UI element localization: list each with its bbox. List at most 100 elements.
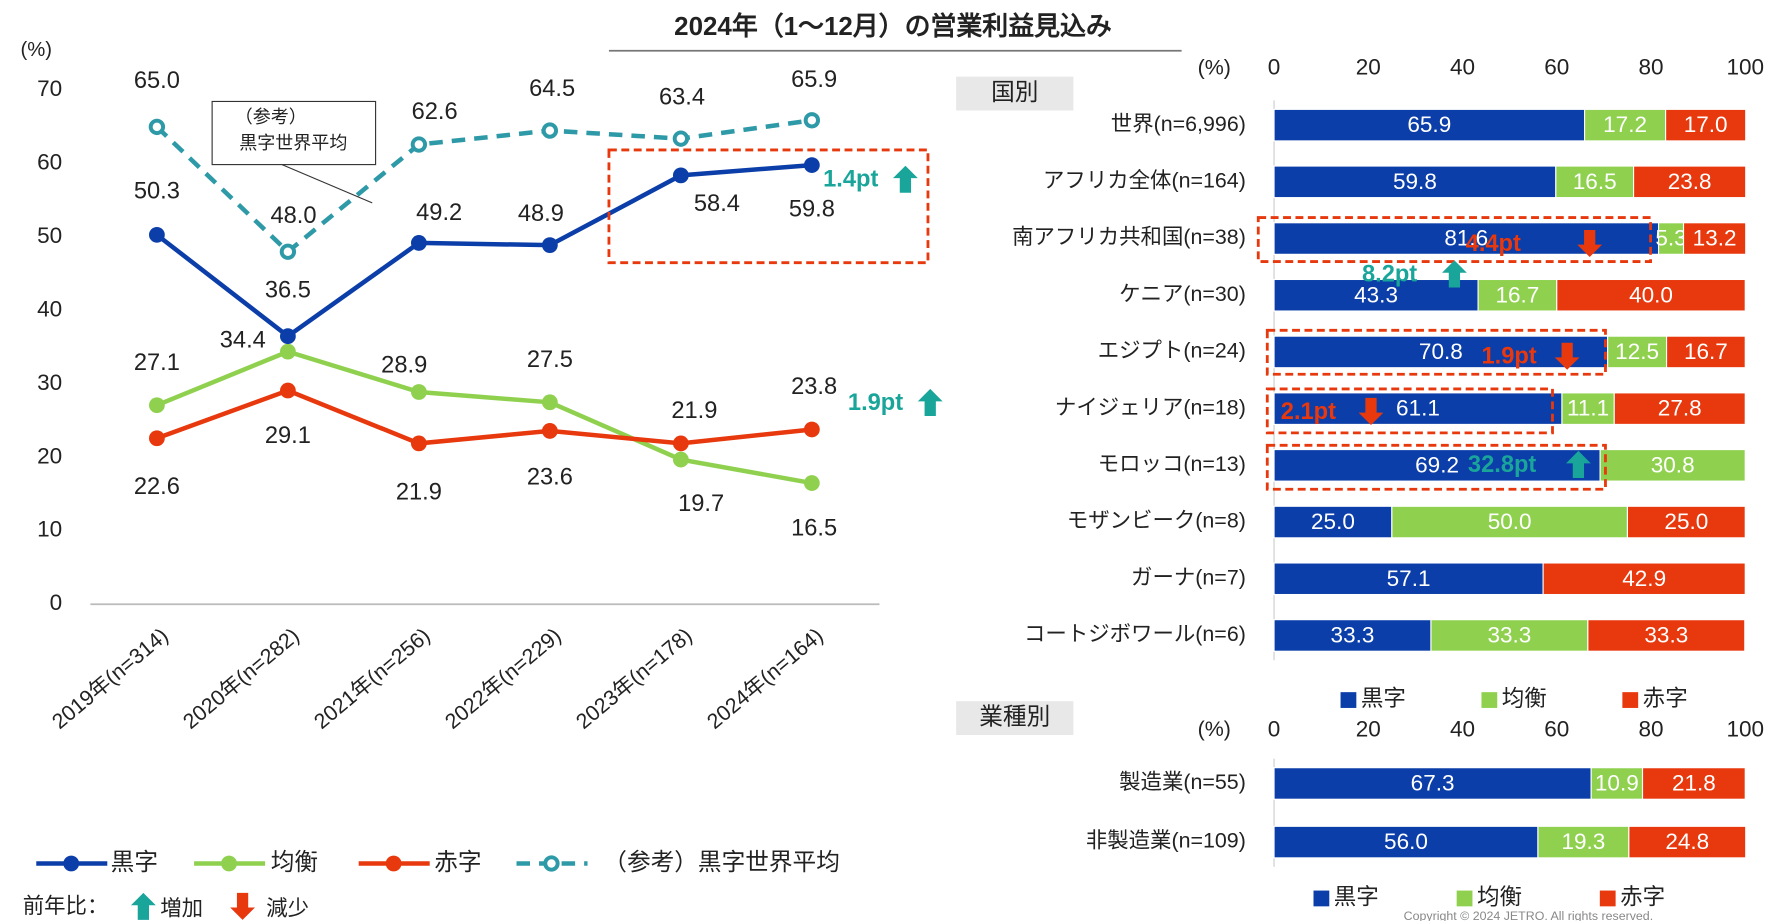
data-label: 27.5 xyxy=(527,347,573,373)
bar-segment xyxy=(1587,619,1746,652)
bar-segment xyxy=(1641,767,1746,800)
data-point xyxy=(672,167,689,184)
legend-label: 均衡 xyxy=(1477,884,1522,909)
bar-segment xyxy=(1626,505,1746,539)
section-label: 業種別 xyxy=(979,703,1050,730)
category-label: ケニア(n=30) xyxy=(1119,282,1246,306)
data-point xyxy=(410,384,427,400)
legend-label: 黒字 xyxy=(1334,884,1379,909)
highlight-box xyxy=(1265,328,1607,376)
x-tick-label: 2024年(n=164) xyxy=(702,623,827,734)
data-point xyxy=(541,423,558,439)
data-label: 33.3 xyxy=(1331,623,1375,648)
bar-segment xyxy=(1391,505,1629,539)
trend-arrow xyxy=(1566,450,1591,478)
trend-legend-label: 前年比： xyxy=(23,894,109,918)
highlight-box xyxy=(1265,443,1607,491)
y-tick-label: 20 xyxy=(37,443,62,468)
trend-legend-down: 減少 xyxy=(266,896,309,920)
data-point xyxy=(410,136,428,153)
data-label: 21.9 xyxy=(396,479,442,505)
data-label: 49.2 xyxy=(416,200,462,226)
bar-segment xyxy=(1657,222,1685,255)
category-label: 南アフリカ共和国(n=38) xyxy=(1012,225,1246,249)
bar-segment xyxy=(1556,278,1746,312)
data-label: 16.5 xyxy=(1573,169,1617,194)
data-label: 23.6 xyxy=(527,465,573,491)
data-label: 25.0 xyxy=(1311,509,1355,534)
highlight-box xyxy=(1265,387,1554,435)
data-label: 10.9 xyxy=(1595,771,1639,796)
y-tick-label: 30 xyxy=(37,370,62,395)
data-point xyxy=(149,226,165,243)
bar-segment xyxy=(1590,767,1644,800)
data-label: 67.3 xyxy=(1411,771,1455,796)
category-label: 非製造業(n=109) xyxy=(1086,829,1246,853)
x-tick-label: 0 xyxy=(1268,55,1281,80)
data-point xyxy=(541,394,558,411)
highlight-box xyxy=(607,148,930,265)
bar-segment xyxy=(1273,278,1479,312)
copyright: Copyright © 2024 JETRO. All rights reser… xyxy=(1404,909,1653,921)
section-box xyxy=(956,76,1074,111)
x-tick-label: 80 xyxy=(1638,716,1663,741)
y-tick-label: 0 xyxy=(50,590,63,615)
x-tick-label: 20 xyxy=(1356,55,1381,80)
annotation: 1.9pt xyxy=(1481,344,1536,370)
bar-segment xyxy=(1537,825,1630,859)
data-point xyxy=(672,435,689,452)
legend-swatch xyxy=(1313,890,1330,907)
legend-swatch xyxy=(1340,692,1357,708)
bar-segment xyxy=(1599,449,1746,482)
category-label: コートジボワール(n=6) xyxy=(1024,622,1246,646)
data-label: 65.9 xyxy=(1407,112,1451,137)
data-label: 34.4 xyxy=(220,328,266,354)
data-label: 25.0 xyxy=(1664,509,1708,534)
trend-legend-up: 増加 xyxy=(160,896,203,920)
y-tick-label: 70 xyxy=(37,76,62,101)
bar-segment xyxy=(1633,165,1747,199)
data-point xyxy=(279,382,296,399)
legend-label: 赤字 xyxy=(1643,686,1688,711)
data-label: 62.6 xyxy=(412,99,458,125)
legend-marker xyxy=(63,855,80,872)
data-label: 11.1 xyxy=(1567,396,1609,421)
data-label: 57.1 xyxy=(1387,566,1431,591)
bar-segment xyxy=(1613,392,1746,425)
data-label: 16.7 xyxy=(1684,339,1728,364)
x-tick-label: 2019年(n=314) xyxy=(47,623,172,734)
y-tick-label: 10 xyxy=(37,517,62,542)
data-label: 56.0 xyxy=(1384,829,1428,854)
data-point xyxy=(672,451,689,468)
data-point xyxy=(803,112,821,129)
category-label: モザンビーク(n=8) xyxy=(1067,509,1246,533)
bar-segment xyxy=(1273,449,1601,482)
trend-arrow xyxy=(130,892,156,920)
bar-segment xyxy=(1555,165,1635,199)
legend-swatch xyxy=(1456,890,1473,907)
legend-label: 黒字 xyxy=(1361,686,1406,711)
bar-segment xyxy=(1273,562,1544,596)
data-label: 61.1 xyxy=(1396,396,1440,421)
category-label: ナイジェリア(n=18) xyxy=(1055,395,1246,419)
data-label: 27.1 xyxy=(134,350,180,376)
x-axis-label: (%) xyxy=(1198,55,1231,79)
data-label: 17.2 xyxy=(1603,112,1647,137)
data-label: 12.5 xyxy=(1615,339,1659,364)
callout-box xyxy=(211,100,377,166)
x-tick-label: 2022年(n=229) xyxy=(440,623,565,734)
callout-leader xyxy=(281,164,373,204)
data-label: 50.3 xyxy=(134,178,180,204)
data-point xyxy=(803,157,820,173)
data-label: 21.9 xyxy=(671,398,717,424)
data-point xyxy=(149,430,165,447)
bar-segment xyxy=(1273,335,1609,369)
x-tick-label: 2020年(n=282) xyxy=(178,623,303,734)
data-label: 58.4 xyxy=(694,191,740,217)
trend-arrow xyxy=(1358,397,1384,425)
data-point xyxy=(541,237,558,254)
callout-text: 黒字世界平均 xyxy=(239,133,347,153)
data-label: 42.9 xyxy=(1622,566,1666,591)
data-label: 40.0 xyxy=(1629,282,1673,307)
legend-label: 赤字 xyxy=(434,849,481,876)
